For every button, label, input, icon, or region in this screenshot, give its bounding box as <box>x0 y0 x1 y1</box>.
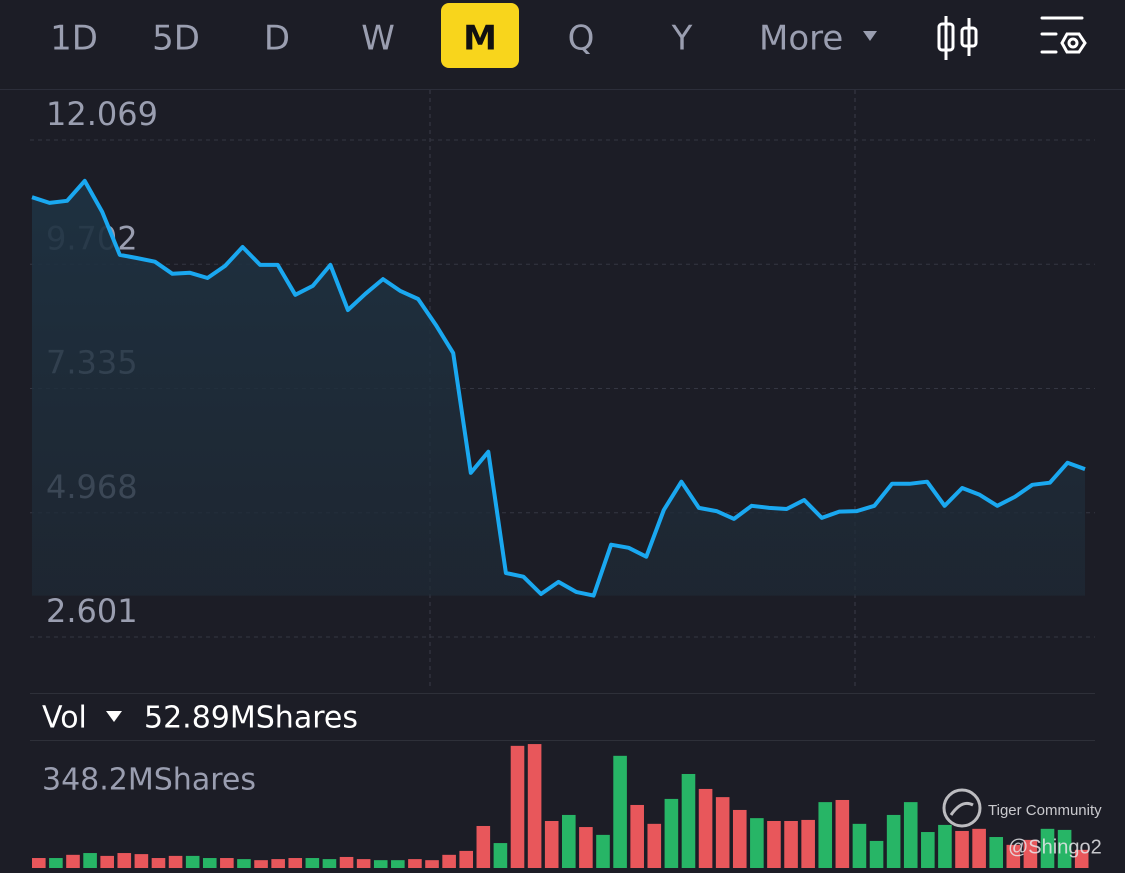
chart-type-icon[interactable] <box>937 16 978 60</box>
volume-bar <box>117 853 132 868</box>
watermark: Tiger Community @Shingo2 <box>942 788 1102 858</box>
tab[interactable]: D <box>264 19 290 59</box>
volume-bar <box>527 744 542 868</box>
volume-bar <box>750 818 764 868</box>
y-tick-label: 12.069 <box>46 95 158 133</box>
volume-bar <box>732 809 747 868</box>
volume-bar <box>544 820 559 868</box>
tab[interactable]: 1D <box>50 19 98 59</box>
volume-bar <box>100 855 114 868</box>
volume-chart: Vol 52.89MShares 348.2MShares <box>32 701 1089 868</box>
tab[interactable]: M <box>463 19 497 59</box>
volume-bar <box>237 859 251 868</box>
volume-bar <box>185 855 200 868</box>
volume-bar <box>886 814 901 868</box>
volume-bar <box>938 824 952 868</box>
volume-bar <box>373 860 388 868</box>
volume-bar <box>322 859 337 868</box>
volume-bar <box>151 858 166 868</box>
volume-bar <box>134 854 149 868</box>
volume-bar <box>391 860 405 868</box>
volume-bar <box>305 858 320 868</box>
watermark-logo <box>942 788 982 828</box>
volume-bar <box>1023 839 1038 868</box>
volume-bar <box>681 773 696 868</box>
volume-bar <box>66 854 80 868</box>
volume-bar <box>442 854 456 868</box>
volume-bar <box>630 804 644 868</box>
volume-bar <box>408 859 422 868</box>
volume-bar <box>493 843 508 868</box>
volume-bar <box>613 755 627 868</box>
volume-bar <box>852 823 867 868</box>
volume-bar <box>271 859 285 868</box>
volume-bar <box>32 858 46 868</box>
dropdown-arrow[interactable] <box>106 711 122 722</box>
volume-bar <box>1057 829 1072 868</box>
settings-icon[interactable] <box>1040 16 1087 54</box>
watermark-user: @Shingo2 <box>1008 836 1102 858</box>
volume-bar <box>715 797 730 868</box>
tab[interactable]: Q <box>568 19 595 59</box>
y-tick-label: 2.601 <box>46 592 138 630</box>
volume-bar <box>459 850 474 868</box>
volume-bar <box>835 799 850 868</box>
tab[interactable]: Y <box>671 19 693 59</box>
volume-bar <box>356 859 371 868</box>
tab-selected-bg <box>441 3 519 68</box>
volume-bar <box>596 834 610 868</box>
price-line <box>31 178 1086 598</box>
volume-bar <box>220 858 234 868</box>
watermark-logo <box>949 801 974 816</box>
y-tick-label: 348.2MShares <box>42 763 256 798</box>
volume-bar <box>784 820 798 868</box>
tab[interactable]: 5D <box>152 19 200 59</box>
volume-bar <box>818 802 833 868</box>
volume-bar <box>647 823 662 868</box>
area <box>32 180 1085 596</box>
dropdown-arrow[interactable] <box>863 31 877 41</box>
volume-bar <box>921 832 935 868</box>
volume-bar <box>1040 828 1055 868</box>
current-volume: 52.89MShares <box>144 701 358 736</box>
volume-bar <box>202 858 217 868</box>
volume-bar <box>425 860 439 868</box>
volume-bar <box>903 802 918 868</box>
volume-bar <box>476 825 491 868</box>
volume-bar <box>562 814 576 868</box>
volume-bar <box>49 858 63 868</box>
volume-bar <box>801 819 815 868</box>
volume-bar <box>955 830 969 868</box>
volume-bar <box>664 798 679 868</box>
volume-bar <box>83 853 97 868</box>
volume-bar <box>579 827 593 868</box>
tab[interactable]: W <box>361 19 395 59</box>
volume-bar <box>1074 849 1089 868</box>
volume-bar <box>989 837 1004 868</box>
volume-bar <box>254 860 268 868</box>
price-chart: 12.0699.7027.3354.9682.601 <box>30 95 1095 638</box>
volume-bar <box>1006 844 1021 868</box>
tab-bar: 1D 5D D W M Q Y More <box>50 3 877 68</box>
volume-bar <box>972 828 986 868</box>
volume-bar <box>339 856 354 868</box>
volume-indicator[interactable]: Vol <box>42 701 87 736</box>
watermark-brand: Tiger Community <box>988 802 1102 819</box>
volume-bar <box>510 745 525 868</box>
volume-bar <box>168 855 183 868</box>
volume-bar <box>288 858 303 868</box>
volume-bar <box>767 820 781 868</box>
tab[interactable]: More <box>759 19 843 59</box>
volume-bar <box>698 788 713 868</box>
volume-bar <box>869 840 884 868</box>
